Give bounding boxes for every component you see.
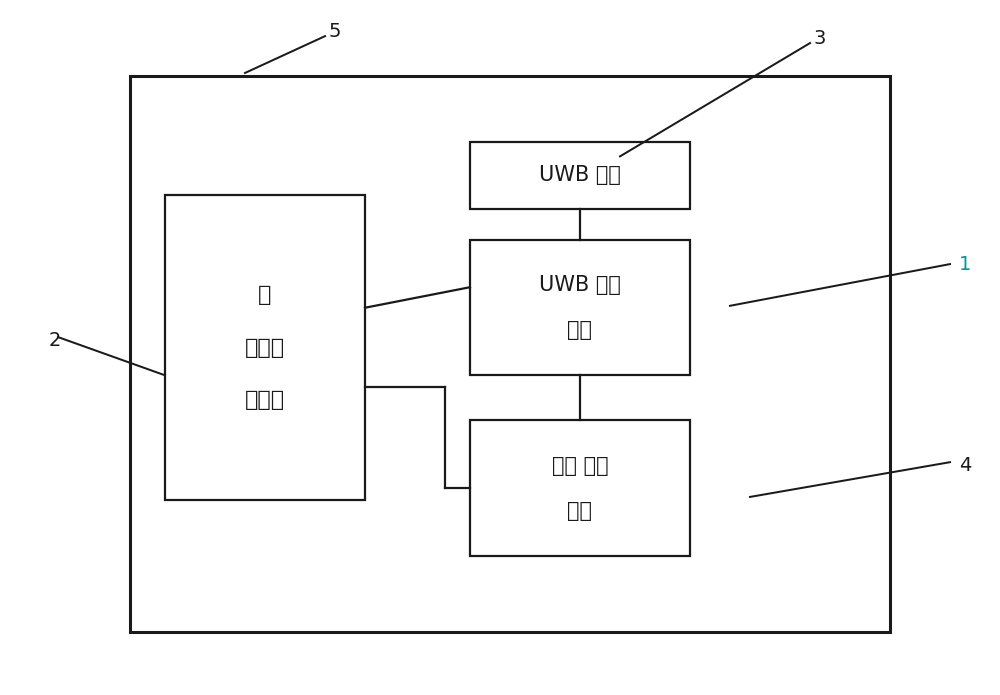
Text: UWB 天线: UWB 天线 (539, 165, 621, 186)
Text: 5: 5 (329, 22, 341, 41)
Text: 1: 1 (959, 254, 971, 274)
Bar (470, 420, 690, 556)
Text: 纤收发: 纤收发 (245, 338, 285, 357)
Bar (130, 76, 890, 632)
Text: 电源 控制: 电源 控制 (552, 456, 608, 475)
Text: 3: 3 (814, 28, 826, 48)
Text: UWB 核心: UWB 核心 (539, 275, 621, 295)
Bar (165, 195, 365, 500)
Text: 器一种: 器一种 (245, 390, 285, 409)
Bar (470, 142, 690, 208)
Bar (470, 240, 690, 375)
Text: 模块: 模块 (568, 501, 592, 521)
Text: 模块: 模块 (568, 320, 592, 340)
Text: 光: 光 (258, 286, 272, 305)
Text: 2: 2 (49, 331, 61, 350)
Text: 4: 4 (959, 456, 971, 475)
